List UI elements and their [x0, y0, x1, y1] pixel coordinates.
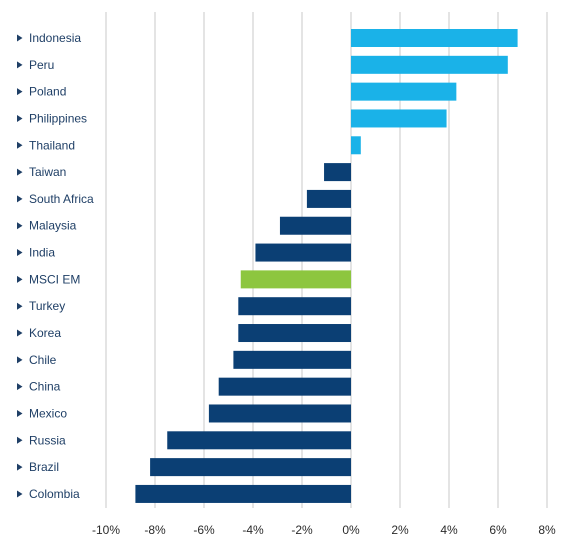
x-tick-label: -6%: [193, 523, 215, 537]
category-label: Indonesia: [29, 31, 81, 45]
x-tick-label: 2%: [391, 523, 409, 537]
category-label: Mexico: [29, 406, 67, 420]
x-tick-labels: -10% -8% -6% -4% -2% 0% 2% 4% 6% 8%: [92, 523, 556, 537]
bars: [135, 29, 518, 503]
x-tick-label: 4%: [440, 523, 458, 537]
bar: [351, 136, 361, 155]
bar: [351, 82, 457, 101]
x-tick-label: -8%: [144, 523, 166, 537]
bar: [324, 163, 351, 182]
bar: [351, 109, 447, 128]
triangle-bullet-icon: [17, 168, 23, 176]
triangle-bullet-icon: [17, 195, 23, 203]
triangle-bullet-icon: [17, 490, 23, 498]
bar: [351, 55, 508, 74]
bar: [306, 189, 351, 208]
category-label: Philippines: [29, 111, 87, 125]
x-tick-label: -2%: [291, 523, 313, 537]
triangle-bullet-icon: [17, 356, 23, 364]
x-tick-label: -4%: [242, 523, 264, 537]
triangle-bullet-icon: [17, 329, 23, 337]
bar: [208, 404, 351, 423]
category-label: Colombia: [29, 487, 80, 501]
triangle-bullet-icon: [17, 222, 23, 230]
triangle-bullet-icon: [17, 88, 23, 96]
bar: [167, 431, 351, 450]
bar: [240, 270, 351, 289]
category-label: Poland: [29, 85, 66, 99]
category-labels: Indonesia Peru Poland Philippines Thailand Ta…: [17, 31, 94, 501]
category-label: Russia: [29, 433, 66, 447]
category-label: Thailand: [29, 138, 75, 152]
category-label: Peru: [29, 58, 54, 72]
category-label: Chile: [29, 353, 57, 367]
triangle-bullet-icon: [17, 61, 23, 69]
triangle-bullet-icon: [17, 383, 23, 391]
triangle-bullet-icon: [17, 302, 23, 310]
x-tick-label: -10%: [92, 523, 120, 537]
category-label: Korea: [29, 326, 61, 340]
x-tick-label: 8%: [538, 523, 556, 537]
x-tick-label: 6%: [489, 523, 507, 537]
triangle-bullet-icon: [17, 275, 23, 283]
bar: [351, 29, 518, 47]
bar: [135, 484, 351, 503]
triangle-bullet-icon: [17, 409, 23, 417]
category-label: MSCI EM: [29, 272, 80, 286]
category-label: Brazil: [29, 460, 59, 474]
bar: [238, 297, 351, 316]
category-label: South Africa: [29, 192, 94, 206]
category-label: Taiwan: [29, 165, 66, 179]
bar: [218, 377, 351, 396]
triangle-bullet-icon: [17, 114, 23, 122]
bar: [238, 324, 351, 343]
category-label: China: [29, 380, 61, 394]
x-tick-label: 0%: [342, 523, 360, 537]
category-label: India: [29, 246, 55, 260]
bar: [233, 350, 351, 369]
bar: [279, 216, 351, 235]
category-label: Turkey: [29, 299, 65, 313]
triangle-bullet-icon: [17, 436, 23, 444]
bar: [150, 458, 351, 477]
triangle-bullet-icon: [17, 141, 23, 149]
bar: [255, 243, 351, 262]
triangle-bullet-icon: [17, 249, 23, 257]
triangle-bullet-icon: [17, 34, 23, 42]
triangle-bullet-icon: [17, 463, 23, 471]
category-label: Malaysia: [29, 219, 77, 233]
